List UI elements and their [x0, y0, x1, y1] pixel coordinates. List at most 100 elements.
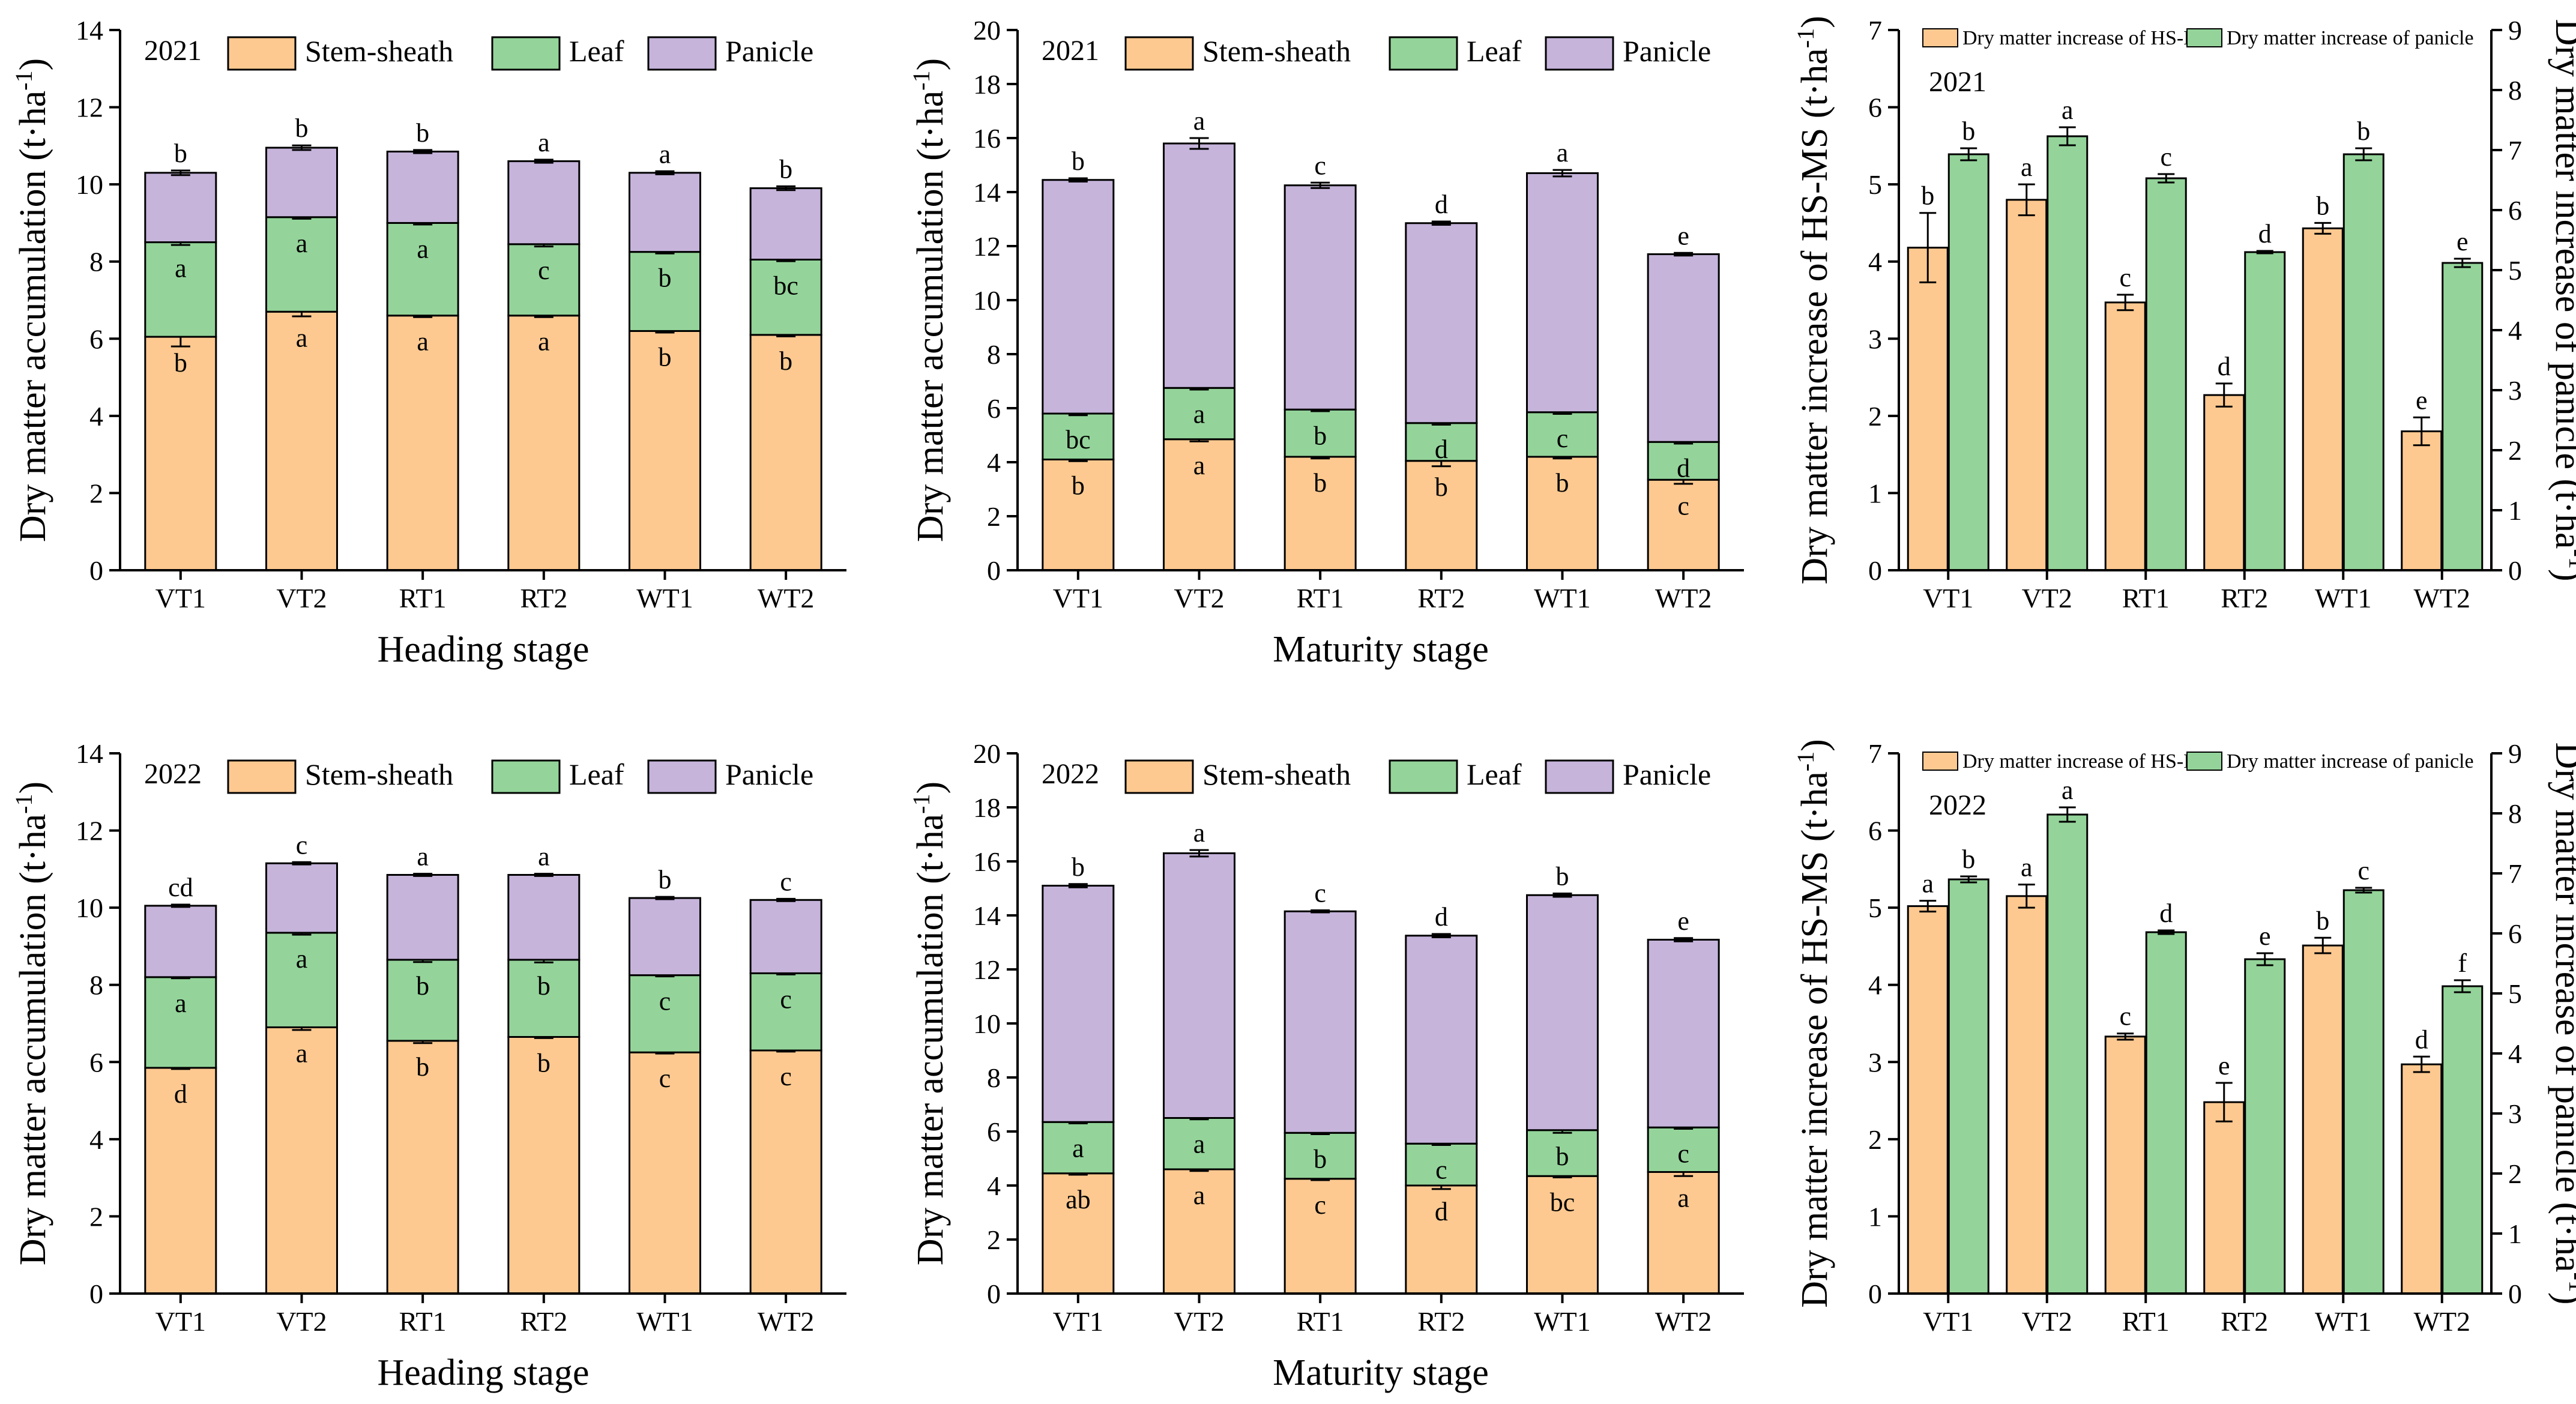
bar-leaf-vt1	[1042, 1121, 1115, 1175]
x-tick-label: WT1	[636, 583, 693, 613]
x-tick-label: VT1	[1053, 583, 1103, 613]
y-tick-label: 14	[973, 177, 1001, 208]
significance-letter: a	[538, 327, 550, 357]
significance-letter: b	[1556, 862, 1569, 891]
significance-letter: c	[780, 867, 792, 896]
y-tick-label: 4	[89, 401, 103, 432]
significance-letter: e	[2259, 921, 2271, 951]
significance-letter: b	[2316, 906, 2329, 935]
bar-panicle-rt2	[2244, 958, 2286, 1295]
legend-label: Dry matter increase of HS-MS	[1962, 27, 2213, 49]
right-y-tick-label: 5	[2508, 255, 2522, 286]
bar-panicle-rt2	[1405, 935, 1478, 1145]
bar-panicle-vt1	[144, 905, 217, 978]
legend-swatch	[1922, 752, 1958, 771]
legend-label: Dry matter increase of HS-MS	[1962, 750, 2213, 773]
right-y-tick-label: 0	[2508, 555, 2522, 586]
y-tick-label: 10	[973, 1008, 1001, 1039]
bar-stem-sheath-rt2	[1405, 460, 1478, 571]
bar-leaf-rt1	[386, 959, 459, 1042]
significance-letter: b	[1962, 845, 1975, 874]
bar-stem-sheath-vt1	[144, 1067, 217, 1295]
bar-panicle-wt1	[2342, 889, 2384, 1295]
x-tick-label: RT1	[2122, 583, 2170, 613]
significance-letter: c	[1435, 1155, 1447, 1184]
right-y-tick-label: 4	[2508, 315, 2522, 346]
y-tick-label: 8	[987, 339, 1001, 370]
y-axis-title-main: Dry matter accumulation (t·ha	[910, 91, 951, 542]
significance-letter: d	[174, 1079, 187, 1109]
y-axis-title-main: Dry matter accumulation (t·ha	[910, 814, 951, 1265]
significance-letter: a	[2021, 853, 2033, 882]
significance-letter: c	[2119, 263, 2131, 292]
legend-label: Stem-sheath	[305, 758, 453, 791]
x-tick-label: RT1	[399, 583, 447, 613]
significance-letter: a	[1072, 1133, 1084, 1163]
significance-letter: b	[1314, 468, 1327, 498]
significance-letter: b	[2357, 116, 2370, 146]
significance-letter: b	[1435, 472, 1448, 502]
bar-leaf-rt2	[1405, 422, 1478, 462]
legend-label: Panicle	[1623, 34, 1711, 68]
y-tick-label: 12	[973, 231, 1001, 262]
y-axis-title-end: )	[910, 58, 951, 71]
y-tick-label: 6	[987, 1116, 1001, 1147]
significance-letter: e	[2457, 227, 2469, 256]
significance-letter: d	[1435, 902, 1448, 932]
y-axis-title: Dry matter accumulation (t·ha-1)	[908, 58, 951, 542]
significance-letter: c	[296, 830, 308, 860]
significance-letter: a	[2021, 152, 2033, 182]
legend-label: Stem-sheath	[1202, 758, 1351, 791]
x-tick-label: VT2	[276, 1306, 327, 1337]
significance-letter: c	[2357, 856, 2369, 885]
y-tick-label: 10	[76, 169, 103, 200]
x-tick-label: WT2	[758, 583, 815, 613]
significance-letter: a	[538, 842, 550, 872]
bar-panicle-vt1	[1042, 179, 1115, 415]
right-y-tick-label: 6	[2508, 195, 2522, 226]
bar-stem-sheath-rt1	[386, 315, 459, 571]
bar-panicle-rt2	[1405, 222, 1478, 424]
x-tick-label: VT2	[1174, 1306, 1224, 1337]
y-tick-label: 4	[89, 1124, 103, 1155]
legend-swatch	[491, 36, 561, 71]
x-tick-label: RT2	[1417, 1306, 1465, 1337]
right-y-tick-label: 9	[2508, 738, 2522, 769]
y-tick-label: 14	[76, 15, 103, 46]
bar-hs-ms-wt1	[2302, 944, 2344, 1295]
y-tick-label: 2	[987, 1225, 1001, 1255]
legend-swatch	[491, 759, 561, 794]
y-axis-title: Dry matter accumulation (t·ha-1)	[908, 782, 951, 1265]
legend-label: Stem-sheath	[305, 34, 453, 68]
y-axis-title-end: )	[13, 58, 53, 71]
significance-letter: b	[779, 346, 792, 376]
y-tick-label: 14	[973, 900, 1001, 931]
bar-panicle-rt2	[507, 160, 581, 246]
legend-label: Leaf	[1467, 34, 1522, 68]
x-tick-label: WT2	[2413, 583, 2470, 613]
left-y-axis-title-end: )	[1794, 739, 1835, 752]
x-tick-label: WT2	[758, 1306, 815, 1337]
left-y-tick-label: 1	[1868, 478, 1882, 508]
bar-panicle-wt1	[1526, 172, 1599, 414]
right-y-tick-label: 8	[2508, 798, 2522, 829]
x-tick-label: RT2	[2221, 583, 2268, 613]
left-y-axis-title-main: Dry matter increase of HS-MS (t·ha	[1794, 771, 1835, 1308]
left-y-axis-title-superscript: -1	[1792, 752, 1819, 771]
x-tick-label: WT1	[636, 1306, 693, 1337]
bar-stem-sheath-wt2	[1647, 1171, 1720, 1295]
significance-letter: a	[1193, 399, 1205, 429]
significance-letter: c	[1677, 491, 1689, 520]
significance-letter: e	[2416, 385, 2428, 415]
x-tick-label: VT2	[1174, 583, 1224, 613]
bar-panicle-wt1	[2342, 153, 2384, 571]
y-tick-label: 16	[973, 123, 1001, 154]
y-tick-label: 0	[89, 555, 103, 586]
significance-letter: b	[1072, 852, 1085, 882]
significance-letter: a	[1193, 106, 1205, 136]
y-axis-title: Dry matter accumulation (t·ha-1)	[10, 58, 53, 542]
x-tick-label: VT2	[276, 583, 327, 613]
left-y-axis-title-end: )	[1794, 16, 1835, 28]
significance-letter: e	[1677, 906, 1689, 936]
